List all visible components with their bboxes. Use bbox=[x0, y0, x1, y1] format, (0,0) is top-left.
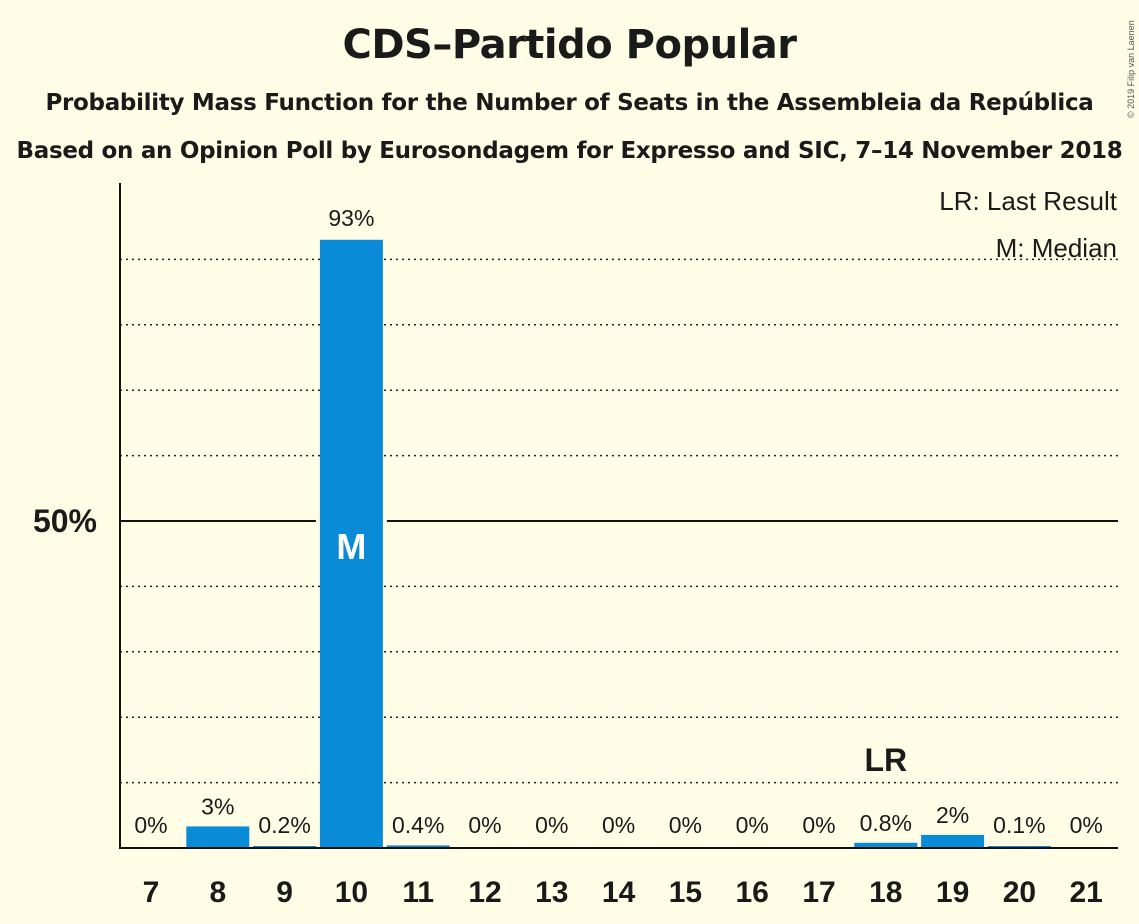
bar bbox=[186, 826, 250, 848]
x-tick-label: 10 bbox=[335, 876, 368, 909]
chart-title: CDS–Partido Popular bbox=[342, 22, 797, 68]
x-tick-label: 16 bbox=[736, 876, 769, 909]
chart-subtitle: Probability Mass Function for the Number… bbox=[45, 90, 1094, 116]
last-result-marker: LR bbox=[864, 742, 907, 778]
y-tick-label: 50% bbox=[33, 503, 97, 539]
median-marker: M bbox=[336, 526, 366, 567]
x-tick-label: 14 bbox=[602, 876, 636, 909]
line-gap-right bbox=[382, 519, 387, 523]
data-label: 0% bbox=[535, 812, 568, 838]
data-label: 0.4% bbox=[392, 812, 444, 838]
x-tick-label: 17 bbox=[802, 876, 835, 909]
legend-median: M: Median bbox=[996, 233, 1117, 263]
x-tick-label: 15 bbox=[669, 876, 702, 909]
data-label: 2% bbox=[936, 802, 969, 828]
x-tick-label: 18 bbox=[869, 876, 902, 909]
data-label: 0.8% bbox=[860, 810, 912, 836]
bar bbox=[319, 239, 383, 848]
x-tick-label: 21 bbox=[1070, 876, 1103, 909]
data-label: 0% bbox=[669, 812, 702, 838]
data-label: 0.2% bbox=[258, 812, 310, 838]
data-label: 0% bbox=[468, 812, 501, 838]
x-tick-label: 13 bbox=[535, 876, 568, 909]
x-tick-label: 11 bbox=[402, 876, 434, 909]
x-tick-label: 12 bbox=[468, 876, 501, 909]
data-label: 93% bbox=[328, 205, 374, 231]
data-label: 0% bbox=[802, 812, 835, 838]
legend-last-result: LR: Last Result bbox=[939, 186, 1118, 216]
x-tick-label: 9 bbox=[276, 876, 293, 909]
data-label: 3% bbox=[201, 793, 234, 819]
line-gap-left bbox=[315, 519, 320, 523]
x-tick-label: 7 bbox=[143, 876, 160, 909]
chart-source: Based on an Opinion Poll by Eurosondagem… bbox=[16, 138, 1123, 164]
x-tick-label: 19 bbox=[936, 876, 969, 909]
bar bbox=[921, 834, 985, 848]
data-label: 0% bbox=[134, 812, 167, 838]
bar bbox=[386, 845, 450, 848]
x-tick-label: 8 bbox=[209, 876, 226, 909]
data-label: 0% bbox=[602, 812, 635, 838]
data-label: 0.1% bbox=[993, 812, 1045, 838]
bar bbox=[854, 842, 918, 848]
data-label: 0% bbox=[1070, 812, 1103, 838]
data-label: 0% bbox=[736, 812, 769, 838]
x-tick-label: 20 bbox=[1003, 876, 1036, 909]
